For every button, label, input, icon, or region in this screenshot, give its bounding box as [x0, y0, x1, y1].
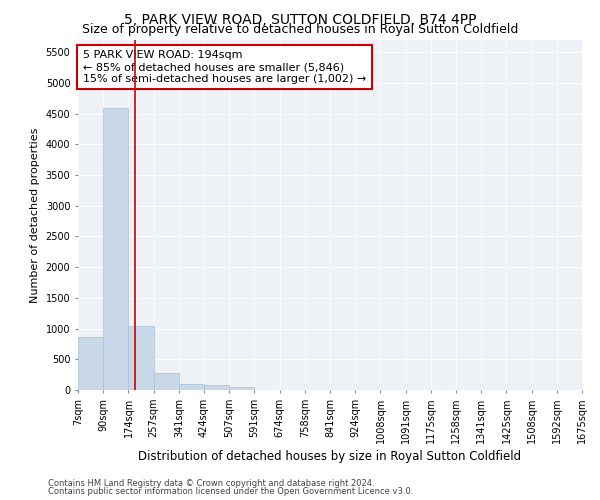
X-axis label: Distribution of detached houses by size in Royal Sutton Coldfield: Distribution of detached houses by size … — [139, 450, 521, 463]
Text: Contains HM Land Registry data © Crown copyright and database right 2024.: Contains HM Land Registry data © Crown c… — [48, 478, 374, 488]
Text: 5, PARK VIEW ROAD, SUTTON COLDFIELD, B74 4PP: 5, PARK VIEW ROAD, SUTTON COLDFIELD, B74… — [124, 12, 476, 26]
Bar — [128, 326, 154, 390]
Bar — [179, 384, 204, 390]
Text: Size of property relative to detached houses in Royal Sutton Coldfield: Size of property relative to detached ho… — [82, 22, 518, 36]
Y-axis label: Number of detached properties: Number of detached properties — [30, 128, 40, 302]
Bar — [229, 386, 254, 390]
Bar — [154, 374, 179, 390]
Bar — [103, 108, 128, 390]
Text: 5 PARK VIEW ROAD: 194sqm
← 85% of detached houses are smaller (5,846)
15% of sem: 5 PARK VIEW ROAD: 194sqm ← 85% of detach… — [83, 50, 366, 84]
Bar — [204, 385, 229, 390]
Bar — [78, 336, 103, 390]
Text: Contains public sector information licensed under the Open Government Licence v3: Contains public sector information licen… — [48, 487, 413, 496]
